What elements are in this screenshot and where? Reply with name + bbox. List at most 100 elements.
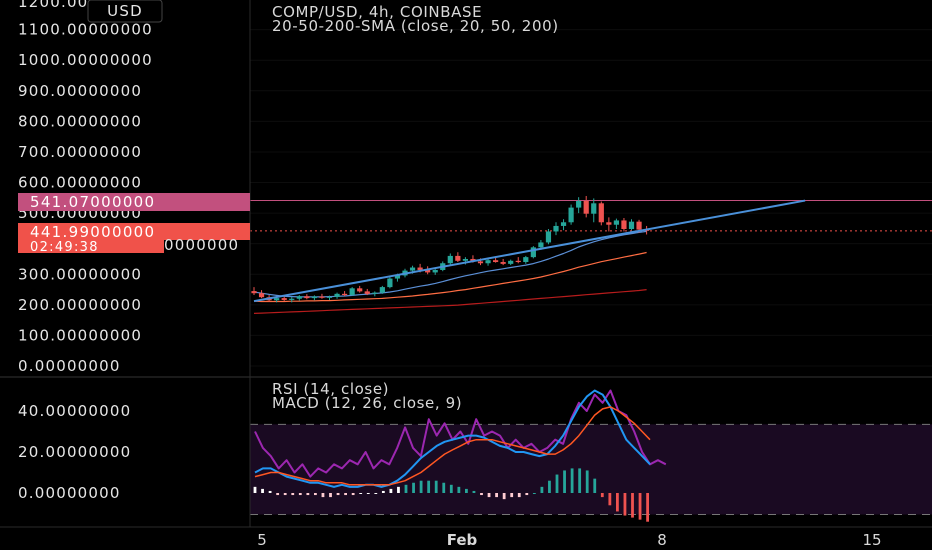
candle-body <box>545 231 552 243</box>
oscillator-axis-tick: 20.00000000 <box>18 443 131 461</box>
macd-histogram-bar <box>351 493 355 496</box>
candle-body <box>613 220 619 225</box>
macd-histogram-bar <box>593 478 597 493</box>
candle-body <box>477 261 484 264</box>
macd-histogram-bar <box>344 493 347 496</box>
macd-histogram-bar <box>555 474 559 493</box>
time-axis-label: 5 <box>257 531 267 549</box>
candle-body <box>304 296 310 299</box>
price-axis-tick: 800.00000000 <box>18 112 142 130</box>
macd-histogram-bar <box>585 470 589 493</box>
hidden-axis-tail: 0000000 <box>164 236 239 254</box>
macd-histogram-bar <box>253 486 257 493</box>
macd-histogram-bar <box>563 470 566 493</box>
price-axis-tick: 1100.00000000 <box>18 21 153 39</box>
macd-histogram-bar <box>472 490 476 493</box>
oscillator-axis-tick: 40.00000000 <box>18 402 131 420</box>
last-price-tag-label: 441.99000000 <box>30 223 155 241</box>
price-axis-top-label: 1200.00000000 <box>18 0 153 11</box>
macd-histogram-bar <box>517 493 521 498</box>
candle-body <box>417 267 423 270</box>
candle-body <box>500 262 506 264</box>
macd-histogram-bar <box>480 493 483 496</box>
candle-body <box>636 221 642 230</box>
macd-histogram-bar <box>381 490 385 493</box>
macd-histogram-bar <box>465 488 468 493</box>
candle-body <box>258 293 265 298</box>
candle-body <box>319 296 325 298</box>
price-axis-tick: 600.00000000 <box>18 174 142 192</box>
macd-histogram-bar <box>646 493 649 522</box>
symbol-legend: COMP/USD, 4h, COINBASE <box>272 3 482 21</box>
countdown-tag: 02:49:38 0000000 <box>18 236 239 255</box>
macd-histogram-bar <box>532 493 536 494</box>
candle-body <box>372 292 378 294</box>
price-axis-tick: 300.00000000 <box>18 265 142 283</box>
macd-histogram-bar <box>268 490 272 493</box>
macd-histogram-bar <box>359 493 363 494</box>
price-axis-tick: 0.00000000 <box>18 357 121 375</box>
candle-body <box>409 267 416 271</box>
macd-histogram-bar <box>314 493 317 496</box>
currency-badge[interactable]: USD <box>87 0 163 23</box>
macd-histogram-bar <box>261 488 264 493</box>
time-axis[interactable]: 5 Feb 8 15 <box>257 531 881 549</box>
macd-histogram-bar <box>548 480 551 493</box>
candle-body <box>621 220 627 230</box>
time-axis-label: Feb <box>447 531 478 549</box>
candle-body <box>296 296 302 299</box>
candle-body <box>274 298 280 301</box>
candle-body <box>493 260 499 263</box>
macd-histogram-bar <box>404 484 408 493</box>
candle-body <box>432 269 438 273</box>
macd-histogram-bar <box>608 493 612 506</box>
oscillator-axis[interactable]: 40.00000000 20.00000000 0.00000000 <box>18 402 131 502</box>
candle-body <box>568 207 574 223</box>
indicator-pane[interactable] <box>250 389 932 522</box>
macd-line <box>254 389 651 488</box>
macd-histogram-bar <box>510 493 514 498</box>
macd-histogram-bar <box>616 493 619 512</box>
candle-body <box>281 298 287 300</box>
candle-body <box>349 288 355 296</box>
last-price-tag[interactable]: 441.99000000 <box>18 223 250 241</box>
macd-histogram-bar <box>525 493 529 496</box>
macd-histogram-bar <box>412 482 415 493</box>
macd-histogram-bar <box>419 480 423 493</box>
macd-histogram-bar <box>434 480 438 493</box>
line-price-tag[interactable]: 541.07000000 <box>18 193 250 211</box>
candle-body <box>560 222 567 226</box>
macd-histogram-bar <box>298 493 302 496</box>
candle-body <box>289 298 295 300</box>
trendline[interactable] <box>253 199 806 303</box>
candle-body <box>357 288 363 292</box>
main-pane[interactable] <box>250 195 932 314</box>
candle-body <box>342 293 348 296</box>
macd-histogram-bar <box>321 493 325 498</box>
price-axis-tick: 1000.00000000 <box>18 51 153 69</box>
candle-body <box>508 260 514 264</box>
macd-histogram-bar <box>502 493 506 500</box>
grid-lines <box>250 29 932 367</box>
candle-body <box>591 203 597 214</box>
macd-histogram-bar <box>336 493 340 496</box>
candle-body <box>447 255 453 264</box>
candle-body <box>523 257 529 263</box>
candle-body <box>334 293 340 297</box>
price-axis-tick: 700.00000000 <box>18 143 142 161</box>
candle-body <box>485 260 491 264</box>
rsi-legend: RSI (14, close) <box>272 380 389 398</box>
rsi-band <box>250 424 932 515</box>
macd-histogram-bar <box>306 493 310 496</box>
macd-histogram-bar <box>540 486 544 493</box>
candle-body <box>387 278 393 288</box>
sma200-line <box>253 289 647 314</box>
macd-histogram-bar <box>442 482 446 493</box>
macd-histogram-bar <box>374 493 378 494</box>
candle-body <box>394 275 401 279</box>
macd-histogram-bar <box>449 484 453 493</box>
candle-body <box>530 247 536 258</box>
line-price-tag-label: 541.07000000 <box>30 193 155 211</box>
currency-badge-label: USD <box>107 2 143 20</box>
